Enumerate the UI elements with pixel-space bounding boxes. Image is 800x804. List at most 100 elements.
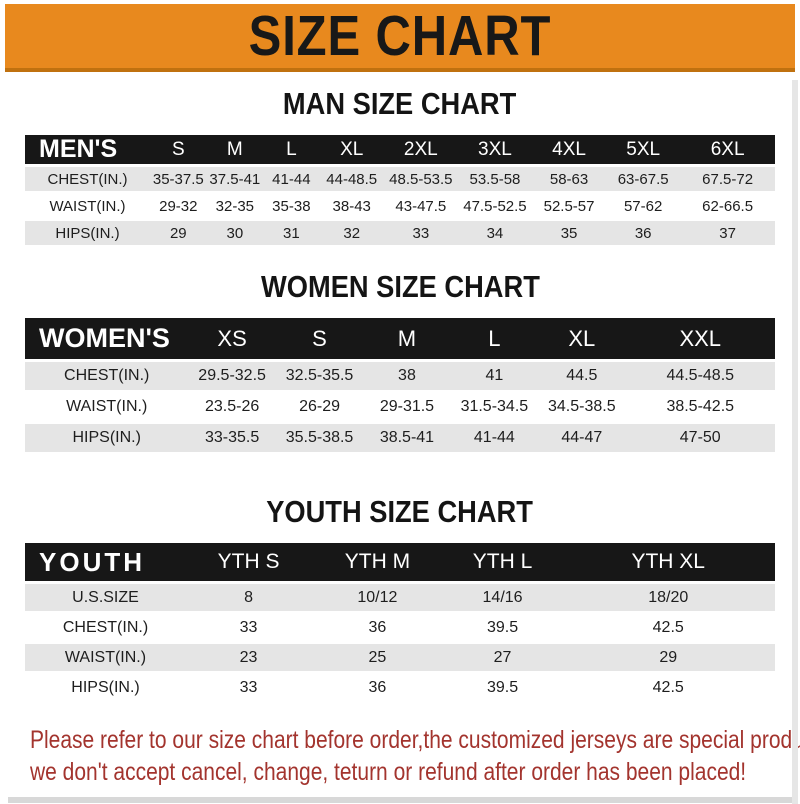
row-label: U.S.SIZE <box>25 584 186 611</box>
size-cell: 25 <box>311 644 444 671</box>
women-section-heading-text: WOMEN SIZE CHART <box>260 269 540 304</box>
size-cell: 44-48.5 <box>319 167 384 191</box>
column-header: L <box>263 135 320 164</box>
table-header-row: YOUTH YTH S YTH M YTH L YTH XL <box>25 543 775 581</box>
column-header: 6XL <box>680 135 775 164</box>
size-cell: 43-47.5 <box>383 194 458 218</box>
size-cell: 32-35 <box>206 194 264 218</box>
size-cell: 23.5-26 <box>188 393 276 421</box>
table-header-row: WOMEN'S XS S M L XL XXL <box>25 318 775 359</box>
table-row: CHEST(IN.) 35-37.5 37.5-41 41-44 44-48.5 48.5… <box>25 167 775 191</box>
column-header: YTH S <box>185 543 312 581</box>
size-cell: 38.5-42.5 <box>625 393 775 421</box>
size-cell: 37.5-41 <box>206 167 264 191</box>
footer-note: Please refer to our size chart before or… <box>30 724 800 788</box>
size-cell: 67.5-72 <box>680 167 775 191</box>
size-cell: 31 <box>263 221 320 245</box>
size-cell: 35.5-38.5 <box>275 424 364 452</box>
row-label: HIPS(IN.) <box>25 424 189 452</box>
size-cell: 62-66.5 <box>680 194 775 218</box>
column-header: YTH L <box>443 543 562 581</box>
column-header: M <box>363 318 451 359</box>
size-cell: 44.5 <box>538 362 626 390</box>
size-cell: 63-67.5 <box>606 167 681 191</box>
size-cell: 34.5-38.5 <box>538 393 626 421</box>
size-cell: 47-50 <box>625 424 775 452</box>
size-cell: 44-47 <box>538 424 626 452</box>
size-cell: 32.5-35.5 <box>275 362 364 390</box>
column-header: S <box>150 135 207 164</box>
youth-section-heading-text: YOUTH SIZE CHART <box>266 494 534 529</box>
column-header: XL <box>319 135 384 164</box>
size-cell: 23 <box>185 644 312 671</box>
women-section-heading: WOMEN SIZE CHART <box>0 269 800 305</box>
column-header: 5XL <box>606 135 681 164</box>
column-header: XL <box>538 318 626 359</box>
size-cell: 10/12 <box>311 584 444 611</box>
size-cell: 48.5-53.5 <box>383 167 458 191</box>
table-corner-label: WOMEN'S <box>25 318 189 359</box>
size-cell: 36 <box>311 614 444 641</box>
column-header: 3XL <box>457 135 532 164</box>
column-header: YTH XL <box>561 543 775 581</box>
row-label: CHEST(IN.) <box>25 362 189 390</box>
size-cell: 26-29 <box>275 393 364 421</box>
size-cell: 47.5-52.5 <box>457 194 532 218</box>
size-cell: 34 <box>457 221 532 245</box>
banner-title: SIZE CHART <box>248 4 552 68</box>
size-cell: 29 <box>561 644 775 671</box>
row-label: WAIST(IN.) <box>25 644 186 671</box>
men-section-heading-text: MAN SIZE CHART <box>283 86 517 121</box>
column-header: 2XL <box>383 135 458 164</box>
table-row: WAIST(IN.) 23.5-26 26-29 29-31.5 31.5-34.5 34… <box>25 393 775 421</box>
row-label: WAIST(IN.) <box>25 194 151 218</box>
column-header: M <box>206 135 264 164</box>
table-corner-label: YOUTH <box>25 543 186 581</box>
youth-size-table: YOUTH YTH S YTH M YTH L YTH XL U.S.SIZE 8 10/12… <box>25 540 775 704</box>
men-size-table: MEN'S S M L XL 2XL 3XL 4XL 5XL 6XL CHEST(IN.) 35-37… <box>25 132 775 248</box>
size-cell: 38.5-41 <box>363 424 451 452</box>
size-cell: 32 <box>319 221 384 245</box>
women-size-table: WOMEN'S XS S M L XL XXL CHEST(IN.) 29.5-32.5 32.5… <box>25 315 775 455</box>
size-cell: 29 <box>150 221 207 245</box>
bottom-edge-strip <box>8 797 792 803</box>
size-cell: 42.5 <box>561 674 775 701</box>
size-cell: 31.5-34.5 <box>450 393 539 421</box>
size-cell: 33 <box>185 674 312 701</box>
size-chart-banner: SIZE CHART <box>5 4 795 72</box>
size-cell: 36 <box>311 674 444 701</box>
men-section-heading: MAN SIZE CHART <box>0 86 800 122</box>
size-cell: 41 <box>450 362 539 390</box>
row-label: WAIST(IN.) <box>25 393 189 421</box>
size-cell: 57-62 <box>606 194 681 218</box>
right-edge-strip <box>792 80 798 804</box>
size-cell: 29-31.5 <box>363 393 451 421</box>
size-cell: 42.5 <box>561 614 775 641</box>
size-cell: 38 <box>363 362 451 390</box>
size-cell: 52.5-57 <box>532 194 607 218</box>
size-cell: 53.5-58 <box>457 167 532 191</box>
row-label: CHEST(IN.) <box>25 614 186 641</box>
youth-section-heading: YOUTH SIZE CHART <box>0 494 800 530</box>
column-header: YTH M <box>311 543 444 581</box>
size-cell: 41-44 <box>450 424 539 452</box>
table-row: CHEST(IN.) 33 36 39.5 42.5 <box>25 614 775 641</box>
size-cell: 29-32 <box>150 194 207 218</box>
size-cell: 35 <box>532 221 607 245</box>
table-row: WAIST(IN.) 29-32 32-35 35-38 38-43 43-47.5 47.… <box>25 194 775 218</box>
table-corner-label: MEN'S <box>25 135 151 164</box>
size-cell: 35-37.5 <box>150 167 207 191</box>
footer-note-line1: Please refer to our size chart before or… <box>30 726 800 754</box>
column-header: XS <box>188 318 276 359</box>
size-cell: 14/16 <box>443 584 562 611</box>
table-row: U.S.SIZE 8 10/12 14/16 18/20 <box>25 584 775 611</box>
table-row: HIPS(IN.) 33-35.5 35.5-38.5 38.5-41 41-44 44-… <box>25 424 775 452</box>
size-cell: 39.5 <box>443 674 562 701</box>
column-header: 4XL <box>532 135 607 164</box>
column-header: L <box>450 318 539 359</box>
size-cell: 39.5 <box>443 614 562 641</box>
size-cell: 27 <box>443 644 562 671</box>
row-label: CHEST(IN.) <box>25 167 151 191</box>
column-header: XXL <box>625 318 775 359</box>
size-cell: 44.5-48.5 <box>625 362 775 390</box>
